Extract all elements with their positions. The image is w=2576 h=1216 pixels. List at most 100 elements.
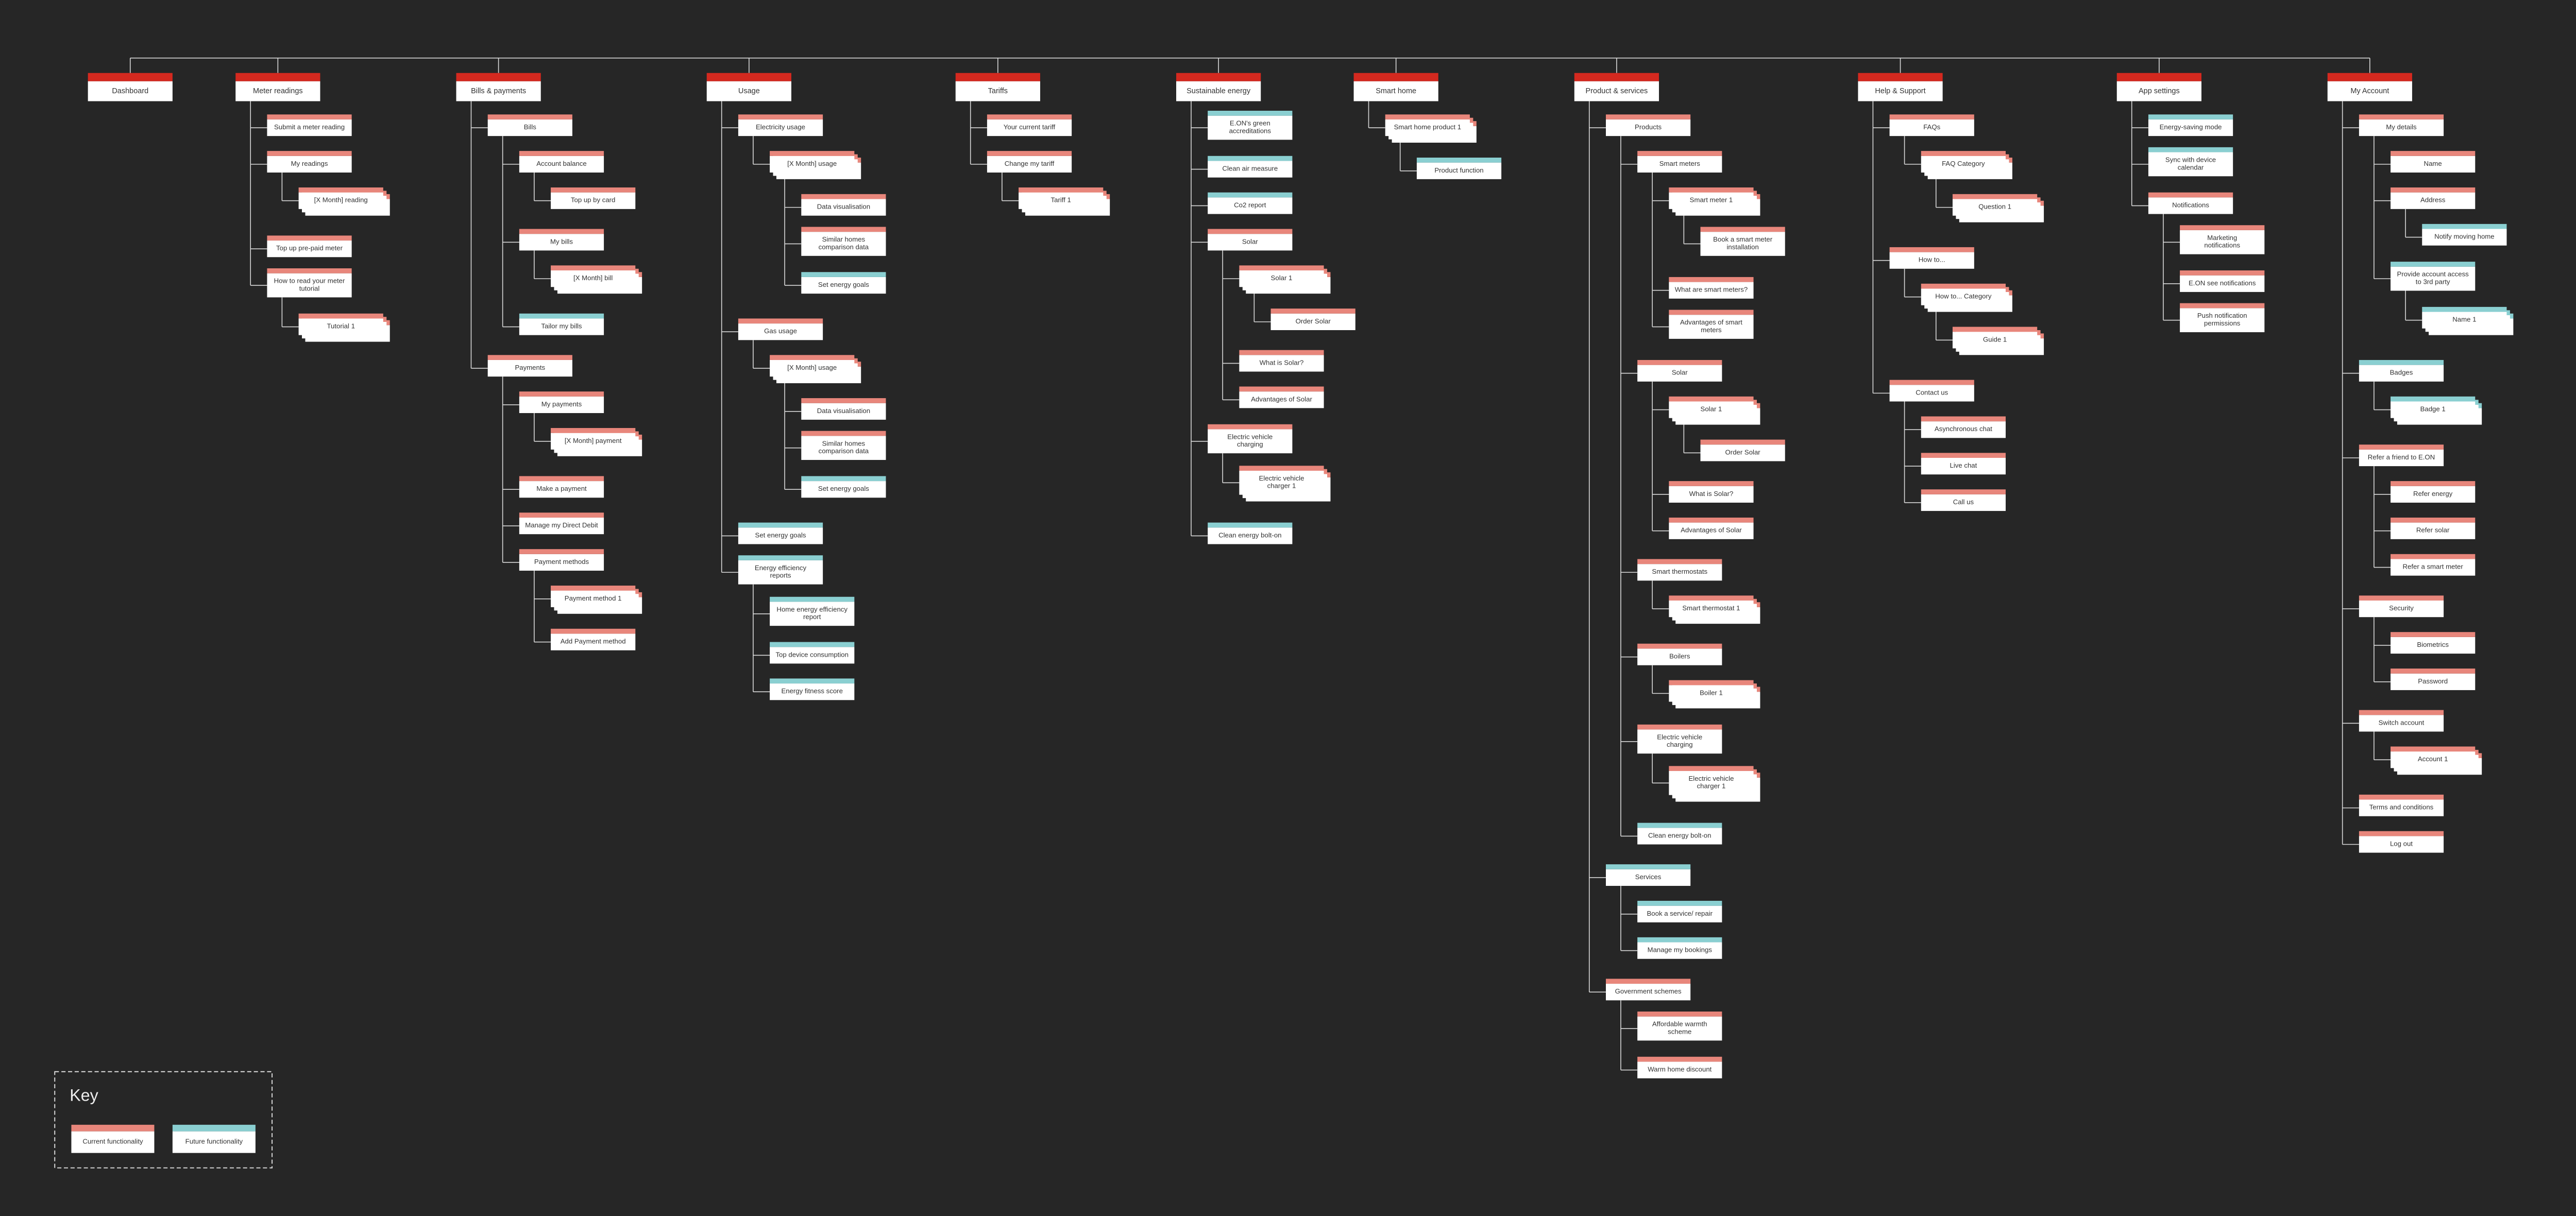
node-label: Manage my Direct Debit	[525, 522, 598, 529]
node-header	[801, 398, 886, 403]
node-header	[1019, 187, 1104, 193]
node-body	[1889, 385, 1974, 402]
node-header	[519, 476, 604, 482]
node-label: Order Solar	[1296, 317, 1331, 325]
node: Account balance	[519, 151, 604, 173]
node-label: Smart thermostat 1	[1682, 605, 1740, 612]
node-label: Tailor my bills	[541, 322, 582, 330]
node-label: My details	[2386, 124, 2417, 131]
node-header	[1669, 595, 1754, 601]
node-header	[1208, 111, 1293, 116]
node-label: Electric vehicle charging	[1227, 433, 1273, 449]
key-swatch	[71, 1124, 155, 1132]
node-header	[770, 596, 855, 602]
node-header	[519, 313, 604, 319]
node-body	[519, 318, 604, 335]
node-label: Affordable warmth scheme	[1652, 1020, 1707, 1036]
node-label: What is Solar?	[1260, 359, 1304, 367]
node-header	[1208, 424, 1293, 430]
node: Payments	[487, 355, 572, 377]
node-body	[2180, 308, 2265, 333]
node: Energy fitness score	[770, 678, 855, 700]
section: My Account	[2327, 73, 2412, 101]
node-label: Call us	[1953, 498, 1974, 506]
node: E.ON see notifications	[2180, 270, 2265, 292]
node-label: Energy-saving mode	[2160, 124, 2222, 131]
node-header	[2359, 595, 2444, 601]
node: Refer solar	[2391, 517, 2476, 539]
section-body	[2116, 81, 2201, 101]
node-header	[551, 265, 636, 271]
node: Boilers	[1637, 643, 1722, 665]
section-body	[1858, 81, 1943, 101]
node-header	[519, 151, 604, 156]
node-body	[1669, 685, 1754, 702]
node: Bills	[487, 114, 572, 136]
key-box	[71, 1131, 155, 1153]
node-label: Top up pre-paid meter	[276, 245, 343, 252]
node: Live chat	[1921, 453, 2006, 475]
node-body	[1637, 156, 1722, 173]
node: Similar homes comparison data	[801, 431, 886, 460]
node-body	[2359, 799, 2444, 816]
node-header	[1637, 901, 1722, 906]
node-header	[1921, 283, 2006, 289]
node-label: Warm home discount	[1648, 1066, 1711, 1073]
node-header	[2391, 187, 2476, 193]
node-label: Address	[2420, 196, 2446, 204]
key-title: Key	[70, 1086, 98, 1105]
node-header	[2391, 262, 2476, 267]
node-header	[1605, 979, 1691, 984]
node-label: Tariff 1	[1051, 196, 1071, 204]
node-label: My bills	[550, 238, 573, 246]
section-body	[1574, 81, 1659, 101]
node-label: Smart home	[1376, 87, 1416, 95]
node-label: Similar homes comparison data	[819, 236, 869, 251]
node-label: Smart thermostats	[1652, 568, 1707, 576]
node: Data visualisation	[801, 194, 886, 216]
section-body	[2327, 81, 2412, 101]
node: Advantages of smart meters	[1669, 310, 1754, 339]
node-header	[1700, 227, 1785, 232]
node: My readings	[267, 151, 352, 173]
node: Top up by card	[551, 187, 636, 209]
node-header	[519, 512, 604, 518]
node-header	[1637, 823, 1722, 828]
node-label: Co2 report	[1234, 201, 1266, 209]
node-header	[519, 391, 604, 397]
node-header	[1952, 327, 2038, 332]
node-body	[551, 192, 636, 209]
node-label: Account 1	[2418, 756, 2448, 763]
node-body	[2391, 192, 2476, 209]
node: Clean air measure	[1208, 156, 1293, 178]
node: Question 1	[1952, 194, 2044, 222]
section: Dashboard	[88, 73, 173, 101]
node: Payment method 1	[551, 586, 642, 614]
node-label: Clean energy bolt-on	[1218, 532, 1281, 539]
node: Book a service/ repair	[1637, 901, 1722, 922]
node-label: My payments	[541, 400, 582, 408]
node-label: Provide account access to 3rd party	[2397, 270, 2469, 286]
key-box	[172, 1131, 256, 1153]
node-body	[738, 119, 823, 136]
node-label: Name 1	[2452, 316, 2476, 323]
node-body	[2391, 401, 2476, 418]
node-label: Energy efficiency reports	[755, 564, 807, 579]
node-header	[1208, 156, 1293, 161]
node-label: Tutorial 1	[327, 322, 354, 330]
node-label: Payment method 1	[565, 594, 622, 602]
node-header	[1605, 864, 1691, 869]
node: Products	[1605, 114, 1691, 136]
node: Refer a friend to E.ON	[2359, 444, 2444, 467]
section-body	[456, 81, 541, 101]
node-label: Tariffs	[988, 87, 1008, 95]
node-body	[1952, 332, 2038, 349]
node-label: Products	[1635, 124, 1662, 131]
node-body	[1637, 648, 1722, 665]
nodes: Dashboard Meter readings Submit a meter re…	[88, 73, 2514, 1078]
node-body	[1208, 161, 1293, 178]
node-header	[298, 313, 383, 319]
node-header	[1637, 937, 1722, 943]
node-header	[267, 114, 352, 119]
